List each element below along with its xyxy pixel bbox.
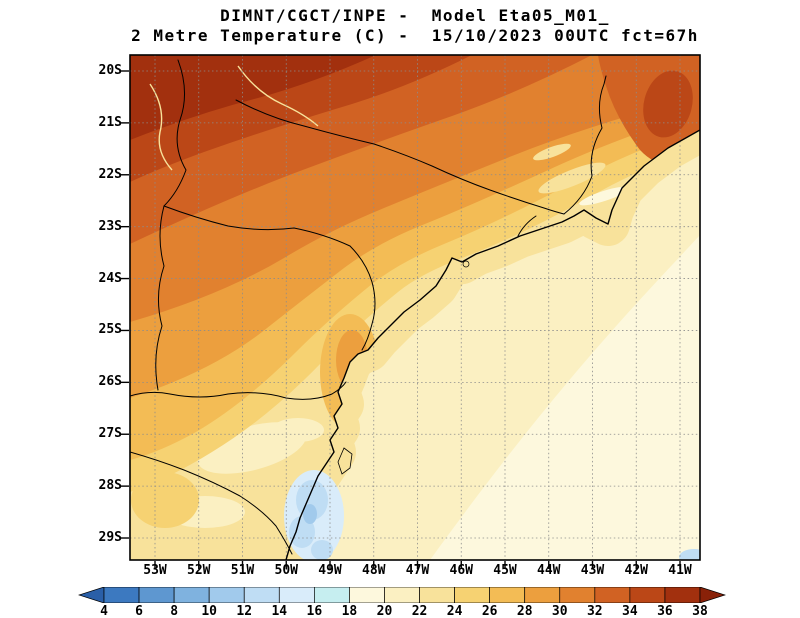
- colorbar-tick-label: 32: [586, 604, 603, 618]
- colorbar-right-arrow: [699, 586, 727, 604]
- lat-axis-label: 27S: [98, 426, 122, 442]
- colorbar-scale: [77, 586, 727, 604]
- colorbar-cell: [454, 586, 490, 604]
- river-streak-2: [237, 65, 319, 127]
- lat-axis-label: 21S: [98, 114, 122, 130]
- colorbar-tick-label: 4: [100, 604, 108, 618]
- colorbar-cell: [349, 586, 385, 604]
- colorbar-tick-label: 28: [516, 604, 533, 618]
- lon-axis-label: 49W: [318, 563, 342, 578]
- colorbar-tick-label: 18: [341, 604, 358, 618]
- cold-patch-core-10-12: [303, 504, 317, 524]
- lon-axis-label: 51W: [230, 563, 255, 578]
- colorbar-cell: [419, 586, 455, 604]
- colorbar-tick-label: 14: [271, 604, 288, 618]
- temp-patch-24-26-southwest: [131, 472, 199, 528]
- colorbar-cell: [629, 586, 666, 604]
- colorbar-tick-label: 24: [446, 604, 463, 618]
- colorbar-tick-label: 22: [411, 604, 428, 618]
- lon-axis-label: 43W: [580, 563, 605, 578]
- colorbar-tick-label: 30: [551, 604, 568, 618]
- colorbar-tick-label: 26: [481, 604, 498, 618]
- colorbar-cell: [524, 586, 561, 604]
- lon-axis-label: 42W: [624, 563, 648, 578]
- lon-axis-label: 41W: [668, 563, 692, 578]
- colorbar: 4 6 8 10 12 14 16 18 20 22 24 26 28 30 32 34 36 38: [77, 586, 727, 618]
- temp-valley-streak-pale: [579, 186, 629, 206]
- lon-axis-label: 45W: [493, 563, 517, 578]
- axis-ticks: [121, 70, 681, 569]
- colorbar-cell: [208, 586, 245, 604]
- ocean-pale-18-20: [430, 235, 700, 560]
- grid-layer: [130, 55, 700, 560]
- river-streak-1: [149, 83, 173, 171]
- title-line-2: 2 Metre Temperature (C) - 15/10/2023 00U…: [131, 26, 699, 45]
- colorbar-tick-label: 10: [201, 604, 217, 618]
- lat-axis-label: 22S: [98, 166, 122, 182]
- temp-valley-streak-1: [538, 162, 606, 194]
- map-frame: [129, 54, 701, 561]
- lon-axis-label: 47W: [405, 563, 430, 578]
- temp-valley-streak-4: [533, 143, 571, 161]
- cold-patch-southeast-corner: [679, 549, 700, 560]
- lat-axis-label: 20S: [98, 63, 122, 78]
- colorbar-tick-label: 12: [236, 604, 253, 618]
- colorbar-cell: [489, 586, 526, 604]
- border-sc-rs: [130, 451, 293, 555]
- lon-axis-label: 48W: [362, 563, 386, 578]
- border-pr-sc: [130, 381, 347, 400]
- colorbar-tick-label: 16: [306, 604, 323, 618]
- colorbar-tick-label: 8: [170, 604, 179, 618]
- colorbar-cell: [173, 586, 210, 604]
- border-parana-river-north: [163, 59, 187, 207]
- colorbar-cell: [559, 586, 596, 604]
- lon-axis-label: 53W: [143, 563, 167, 578]
- colorbar-tick-label: 36: [657, 604, 673, 618]
- border-mg-rj: [563, 75, 607, 215]
- temp-band-36-38: [130, 55, 376, 140]
- temp-patch-20-22-south3: [272, 418, 324, 442]
- border-sp-pr: [163, 205, 376, 351]
- lon-axis-label: 44W: [537, 563, 561, 578]
- lat-axis-label: 26S: [98, 374, 122, 390]
- colorbar-cell: [103, 586, 140, 604]
- colorbar-tick-label: 38: [692, 604, 708, 618]
- lat-axis-label: 24S: [98, 270, 122, 286]
- lon-axis-label: 52W: [187, 563, 211, 578]
- colorbar-cell: [138, 586, 175, 604]
- island-coastal: [462, 260, 470, 268]
- lat-axis-label: 25S: [98, 322, 122, 338]
- colorbar-tick-label: 20: [376, 604, 393, 618]
- colorbar-tick-label: 34: [622, 604, 638, 618]
- border-rj-sp: [517, 215, 537, 237]
- border-mg-sp: [235, 99, 565, 215]
- colorbar-cell: [384, 586, 420, 604]
- lon-axis-label: 50W: [274, 563, 298, 578]
- colorbar-cell: [314, 586, 350, 604]
- coastline: [285, 129, 700, 560]
- island-florianopolis: [337, 447, 353, 475]
- lat-axis-label: 23S: [98, 218, 122, 234]
- colorbar-cell: [664, 586, 701, 604]
- colorbar-left-arrow: [77, 586, 105, 604]
- cold-patch-12-14-b: [289, 516, 315, 548]
- state-borders: [130, 59, 607, 555]
- title-line-1: DIMNT/CGCT/INPE - Model Eta05_M01_: [220, 6, 610, 25]
- colorbar-tick-label: 6: [135, 604, 143, 618]
- cold-patch-12-14-c: [311, 540, 333, 560]
- colorbar-cell: [243, 586, 280, 604]
- border-parana-river-south: [155, 205, 165, 391]
- lat-axis-label: 28S: [98, 478, 122, 494]
- lon-axis-label: 46W: [449, 563, 473, 578]
- colorbar-cell: [594, 586, 631, 604]
- colorbar-cell: [278, 586, 315, 604]
- lat-axis-label: 29S: [98, 530, 122, 545]
